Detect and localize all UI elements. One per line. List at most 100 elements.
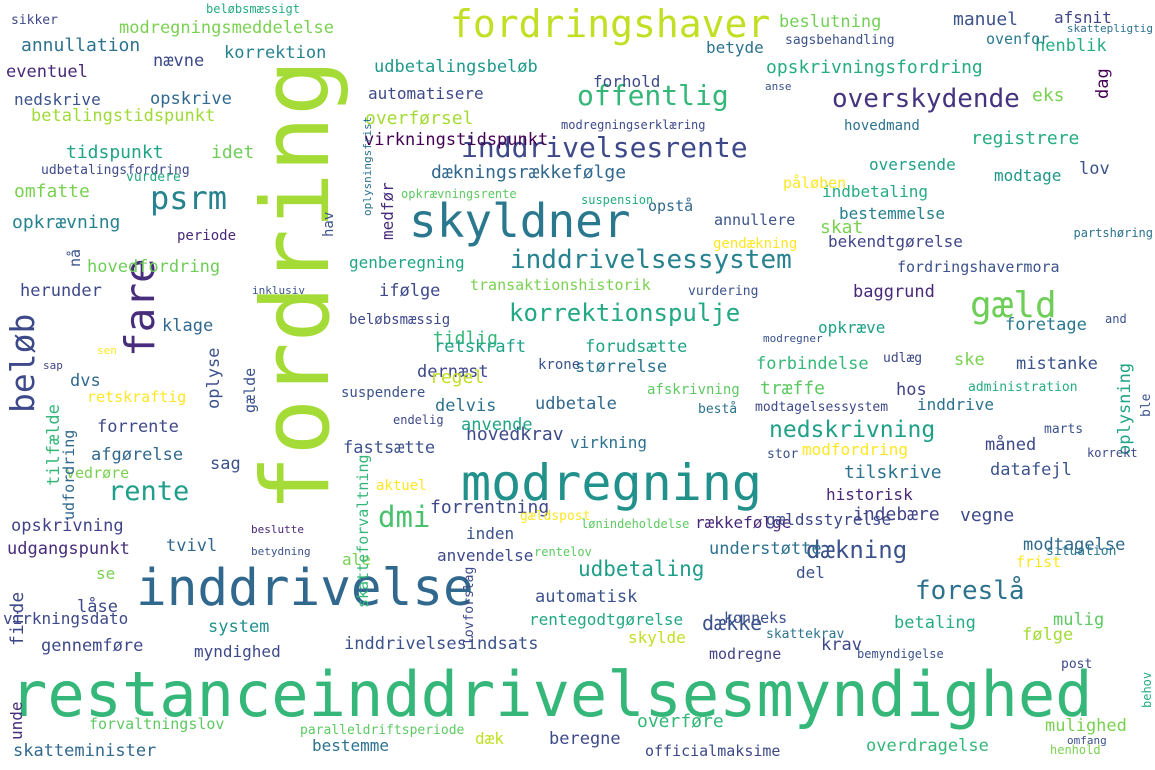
word-oplysningsfrist: oplysningsfrist — [361, 116, 374, 216]
word-betydning: betydning — [251, 545, 311, 558]
word-beloebsmaessig: beløbsmæssig — [349, 312, 451, 328]
word-forrentning: forrentning — [430, 497, 550, 518]
word-delvis: delvis — [435, 396, 497, 416]
word-udbetalingsfordring: udbetalingsfordring — [41, 163, 190, 178]
word-skattepligtig: skattepligtig — [1066, 22, 1153, 35]
word-betalingstidspunkt: betalingstidspunkt — [31, 106, 216, 126]
word-foretage: foretage — [1005, 315, 1087, 335]
word-datafejl: datafejl — [990, 460, 1072, 480]
word-overskydende: overskydende — [832, 84, 1020, 114]
word-automatisk: automatisk — [535, 587, 638, 607]
word-bestemme: bestemme — [312, 736, 390, 755]
word-aktuel: aktuel — [376, 478, 427, 494]
word-korrekt: korrekt — [1087, 446, 1138, 460]
word-fordringshavermora: fordringshavermora — [897, 258, 1060, 276]
word-mulig: mulig — [1053, 610, 1105, 630]
word-stor: stor — [767, 447, 799, 462]
word-udlaeg: udlæg — [883, 351, 923, 366]
word-hovedmand: hovedmand — [844, 118, 920, 134]
word-anvendelse: anvendelse — [437, 546, 534, 565]
word-del: del — [796, 563, 825, 582]
word-genberegning: genberegning — [349, 253, 465, 272]
word-korrektion: korrektion — [224, 43, 327, 63]
word-ske: ske — [954, 350, 985, 370]
word-herunder: herunder — [20, 281, 102, 301]
word-skyldner: skyldner — [409, 194, 631, 248]
word-retskraftig: retskraftig — [87, 388, 187, 406]
word-oplysning: oplysning — [1115, 362, 1135, 455]
word-situation: situation — [1046, 544, 1117, 559]
word-ovenfor: ovenfor — [986, 30, 1050, 48]
word-virkning: virkning — [570, 433, 648, 452]
word-modregningsmeddelelse: modregningsmeddelelse — [119, 18, 334, 38]
word-gendaekning: gendækning — [713, 236, 798, 252]
word-oversende: oversende — [869, 155, 956, 174]
word-fordringshaver: fordringshaver — [450, 2, 771, 46]
word-tvivl: tvivl — [166, 536, 218, 556]
word-rentelov: rentelov — [534, 545, 592, 559]
word-psrm: psrm — [150, 179, 228, 217]
word-beloeb: beløb — [3, 313, 42, 413]
word-afskrivning: afskrivning — [647, 382, 740, 398]
word-skat: skat — [820, 217, 864, 238]
word-omfang: omfang — [1067, 734, 1107, 747]
word-historisk: historisk — [826, 485, 913, 504]
word-naevne: nævne — [153, 51, 205, 71]
word-oplyse: oplyse — [204, 347, 224, 409]
word-udbetale: udbetale — [535, 394, 617, 414]
word-inddrivelsessystem: inddrivelsessystem — [510, 245, 792, 275]
word-opskrivningsfordring: opskrivningsfordring — [766, 57, 983, 78]
word-sen: sen — [97, 344, 117, 357]
word-hovedfordring: hovedfordring — [87, 257, 221, 277]
word-system: system — [208, 617, 270, 637]
word-suspendere: suspendere — [341, 385, 426, 401]
word-retskraft: retskraft — [434, 337, 527, 357]
word-opkraevning: opkrævning — [12, 212, 121, 233]
word-annullere: annullere — [714, 211, 796, 229]
word-annullation: annullation — [21, 35, 141, 56]
word-henblik: henblik — [1035, 36, 1107, 56]
word-daekke: dække — [702, 611, 763, 635]
word-besta: bestå — [698, 402, 738, 417]
word-skatteminister: skatteminister — [13, 741, 157, 761]
word-sikker: sikker — [11, 13, 58, 28]
word-modtage: modtage — [994, 166, 1062, 185]
word-inddrivelse: inddrivelse — [136, 559, 474, 618]
word-korrektionspulje: korrektionspulje — [509, 299, 741, 327]
word-indebaere: indebære — [853, 504, 940, 525]
word-rentegodtgoerelse: rentegodtgørelse — [529, 610, 684, 629]
word-inddrive: inddrive — [917, 395, 995, 414]
word-indbetaling: indbetaling — [822, 182, 928, 201]
word-inklusiv: inklusiv — [252, 284, 305, 297]
word-betyde: betyde — [706, 38, 764, 57]
word-skattekrav: skattekrav — [766, 627, 845, 642]
word-offentlig: offentlig — [577, 79, 729, 112]
word-manuel: manuel — [953, 9, 1019, 30]
word-sag: sag — [210, 454, 241, 474]
word-anvende: anvende — [461, 415, 533, 435]
word-bekendtgoerelse: bekendtgørelse — [828, 232, 963, 251]
word-henhold: henhold — [1050, 743, 1101, 757]
word-forhold: forhold — [593, 72, 661, 91]
word-tilskrive: tilskrive — [844, 462, 942, 483]
word-nedskrivning: nedskrivning — [769, 417, 936, 443]
word-daekning: dækning — [806, 536, 908, 564]
word-raekkefoelge: rækkefølge — [695, 513, 792, 532]
word-inddrivelsesindsats: inddrivelsesindsats — [344, 634, 539, 654]
word-mulighed: mulighed — [1045, 716, 1127, 736]
word-nedskrive: nedskrive — [14, 90, 101, 109]
word-skatteforvaltning: skatteforvaltning — [354, 454, 372, 608]
word-ma-ned: måned — [985, 435, 1037, 455]
word-marts: marts — [1044, 422, 1084, 437]
word-hovedkrav: hovedkrav — [466, 424, 564, 445]
word-periode: periode — [177, 228, 237, 244]
word-dernaest: dernæst — [417, 362, 489, 382]
word-understoette: understøtte — [709, 539, 822, 559]
word-officialmaksime: officialmaksime — [645, 742, 781, 760]
word-post: post — [1061, 657, 1093, 672]
word-daek: dæk — [475, 729, 504, 748]
word-modregning: modregning — [461, 454, 763, 512]
word-rente: rente — [108, 476, 190, 507]
word-baggrund: baggrund — [853, 282, 935, 302]
word-beslutte: beslutte — [251, 523, 304, 536]
